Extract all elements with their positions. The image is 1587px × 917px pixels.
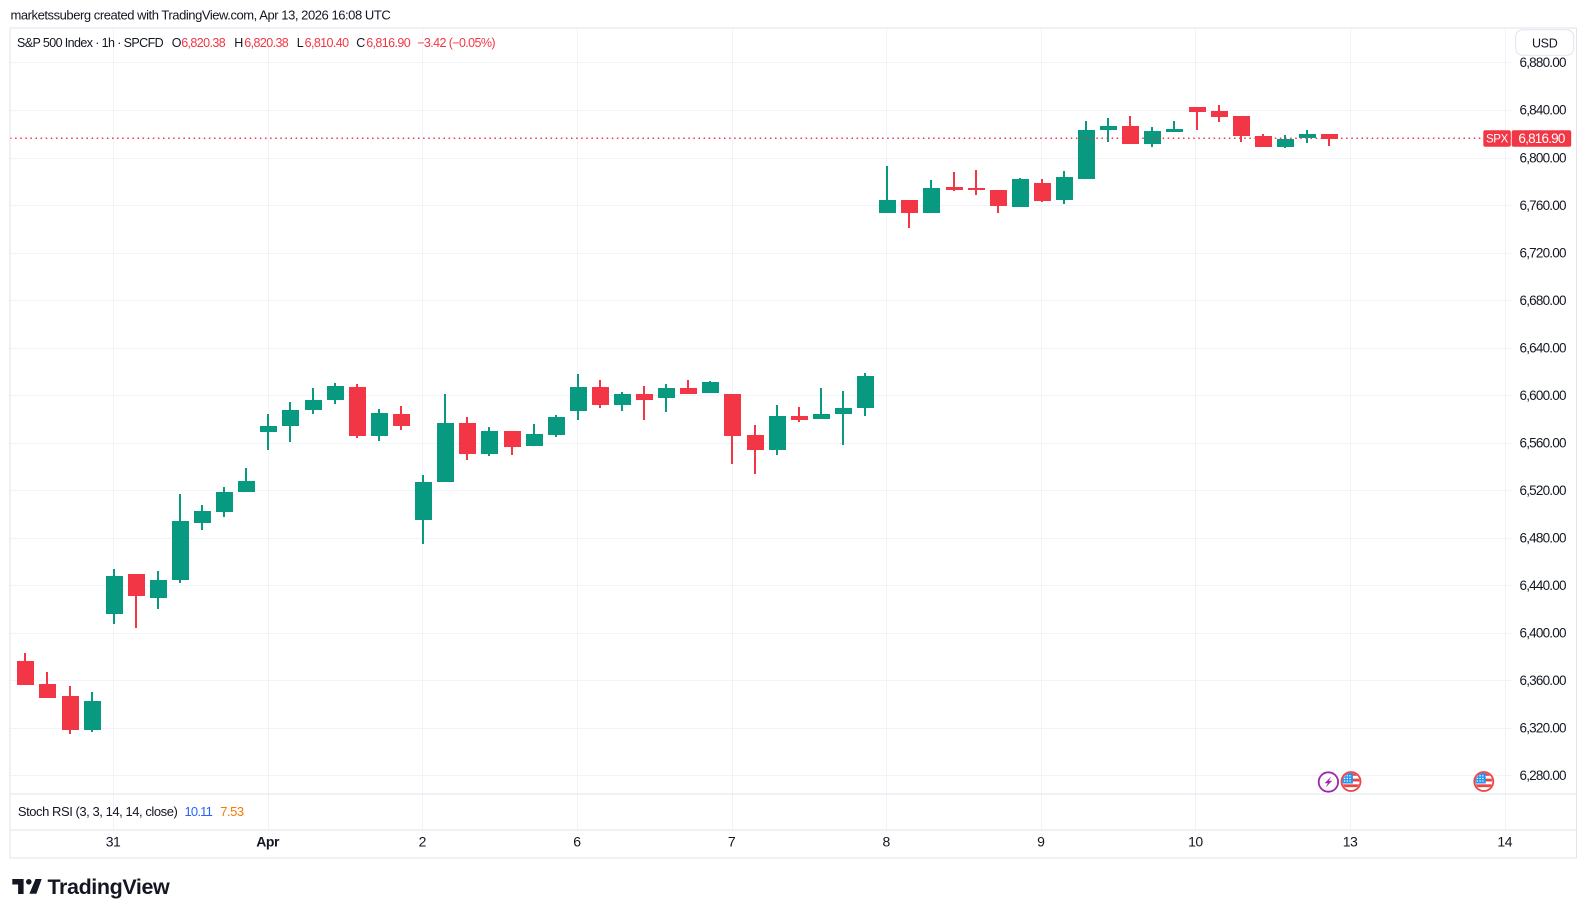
svg-text:6,640.00: 6,640.00 [1520, 340, 1566, 355]
svg-text:6,600.00: 6,600.00 [1520, 388, 1566, 403]
svg-text:6: 6 [573, 834, 581, 850]
svg-text:6,520.00: 6,520.00 [1520, 483, 1566, 498]
svg-text:6,480.00: 6,480.00 [1520, 531, 1566, 546]
svg-text:6,816.90: 6,816.90 [1518, 131, 1564, 146]
svg-text:6,880.00: 6,880.00 [1520, 55, 1566, 70]
svg-text:6,760.00: 6,760.00 [1520, 198, 1566, 213]
svg-text:TradingView: TradingView [48, 875, 171, 899]
svg-text:6,440.00: 6,440.00 [1520, 578, 1566, 593]
svg-text:6,840.00: 6,840.00 [1520, 103, 1566, 118]
svg-text:14: 14 [1497, 834, 1512, 850]
svg-text:6,400.00: 6,400.00 [1520, 626, 1566, 641]
svg-text:13: 13 [1343, 834, 1358, 850]
svg-text:6,800.00: 6,800.00 [1520, 150, 1566, 165]
svg-text:2: 2 [419, 834, 427, 850]
svg-text:USD: USD [1532, 36, 1558, 50]
svg-text:6,280.00: 6,280.00 [1520, 768, 1566, 783]
svg-text:10: 10 [1188, 834, 1203, 850]
svg-text:9: 9 [1037, 834, 1045, 850]
svg-text:Apr: Apr [256, 834, 280, 850]
svg-text:6,360.00: 6,360.00 [1520, 673, 1566, 688]
svg-text:31: 31 [106, 834, 121, 850]
svg-text:SPX: SPX [1486, 134, 1509, 146]
svg-text:6,320.00: 6,320.00 [1520, 721, 1566, 736]
svg-text:6,560.00: 6,560.00 [1520, 436, 1566, 451]
svg-text:6,720.00: 6,720.00 [1520, 245, 1566, 260]
svg-text:8: 8 [882, 834, 890, 850]
svg-text:Stoch RSI (3, 3, 14, 14, close: Stoch RSI (3, 3, 14, 14, close) 10.11 7.53 [18, 804, 244, 819]
svg-text:marketssuberg created with Tra: marketssuberg created with TradingView.c… [11, 8, 391, 23]
svg-text:6,680.00: 6,680.00 [1520, 293, 1566, 308]
svg-text:7: 7 [728, 834, 736, 850]
